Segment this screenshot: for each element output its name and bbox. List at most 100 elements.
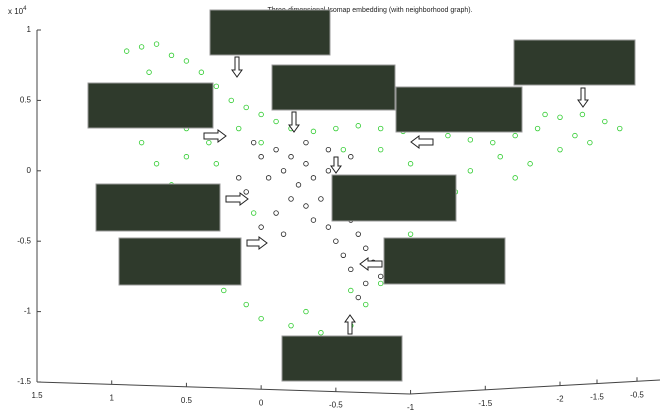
point <box>326 147 331 152</box>
y-tick-label: 0 <box>27 166 32 175</box>
point <box>349 288 354 293</box>
arrow <box>204 130 226 142</box>
x-tick-label: -1.5 <box>478 399 492 408</box>
point <box>349 154 354 159</box>
z-tick-label: -0.5 <box>630 390 644 399</box>
point <box>207 140 212 145</box>
y-tick-label: 1 <box>27 25 32 34</box>
point <box>296 183 301 188</box>
x-tick-label: 1.5 <box>31 391 43 400</box>
point <box>326 169 331 174</box>
point <box>580 112 585 117</box>
y-multiplier: x 104 <box>8 6 27 17</box>
thumbnail <box>210 10 330 55</box>
point <box>147 70 152 75</box>
arrow <box>345 315 355 334</box>
point <box>408 161 413 166</box>
point <box>356 232 361 237</box>
point <box>274 119 279 124</box>
arrow <box>232 57 242 77</box>
point <box>319 197 324 202</box>
arrow <box>289 112 299 132</box>
point <box>289 323 294 328</box>
point <box>251 140 256 145</box>
point <box>184 154 189 159</box>
point <box>266 176 271 181</box>
point <box>304 140 309 145</box>
point <box>289 154 294 159</box>
point <box>281 169 286 174</box>
point <box>513 133 518 138</box>
point <box>378 281 383 286</box>
thumbnail <box>396 87 522 132</box>
point <box>251 211 256 216</box>
point <box>326 225 331 230</box>
point <box>356 295 361 300</box>
x-tick-label: -2 <box>556 395 564 404</box>
point <box>356 123 361 128</box>
point <box>281 232 286 237</box>
point <box>334 126 339 131</box>
point <box>378 126 383 131</box>
arrow <box>247 237 267 249</box>
chart: Three-dimensional Isomap embedding (with… <box>0 0 668 411</box>
point <box>214 161 219 166</box>
point <box>334 239 339 244</box>
point <box>349 267 354 272</box>
x-tick-label: 0.5 <box>181 396 193 405</box>
point <box>259 154 264 159</box>
point <box>468 138 473 143</box>
point <box>543 112 548 117</box>
x-tick-label: -0.5 <box>329 401 343 410</box>
thumbnail <box>96 184 220 231</box>
thumbnail <box>514 40 635 85</box>
point <box>603 119 608 124</box>
x-tick-label: -1 <box>407 403 415 411</box>
point <box>304 309 309 314</box>
arrow <box>331 157 341 173</box>
thumbnail <box>88 83 213 128</box>
point <box>124 49 129 54</box>
point <box>244 105 249 110</box>
page: Three-dimensional Isomap embedding (with… <box>0 0 668 416</box>
point <box>535 126 540 131</box>
point <box>528 161 533 166</box>
point <box>588 140 593 145</box>
thumbnails <box>88 10 635 381</box>
point <box>154 42 159 47</box>
point <box>139 140 144 145</box>
point <box>311 218 316 223</box>
point <box>259 112 264 117</box>
z-axis <box>410 380 660 394</box>
point <box>154 161 159 166</box>
x-axis <box>37 382 410 394</box>
point <box>221 288 226 293</box>
point <box>363 246 368 251</box>
point <box>214 84 219 89</box>
point <box>304 161 309 166</box>
point <box>378 274 383 279</box>
thumbnail <box>119 238 241 285</box>
point <box>236 176 241 181</box>
arrow <box>360 258 382 270</box>
point <box>490 140 495 145</box>
point <box>311 129 316 134</box>
y-tick-label: 0.5 <box>20 96 32 105</box>
thumbnail <box>384 238 505 284</box>
thumbnail <box>282 336 402 381</box>
point <box>558 147 563 152</box>
point <box>259 140 264 145</box>
point <box>558 115 563 120</box>
y-tick-label: -1.5 <box>17 377 31 386</box>
point <box>363 281 368 286</box>
point <box>236 126 241 131</box>
y-tick-label: -1 <box>24 307 32 316</box>
point <box>244 302 249 307</box>
point <box>319 330 324 335</box>
point <box>573 133 578 138</box>
thumbnail <box>272 65 395 110</box>
point <box>341 147 346 152</box>
point <box>274 147 279 152</box>
y-tick-label: -0.5 <box>17 236 31 245</box>
arrow <box>578 88 588 107</box>
